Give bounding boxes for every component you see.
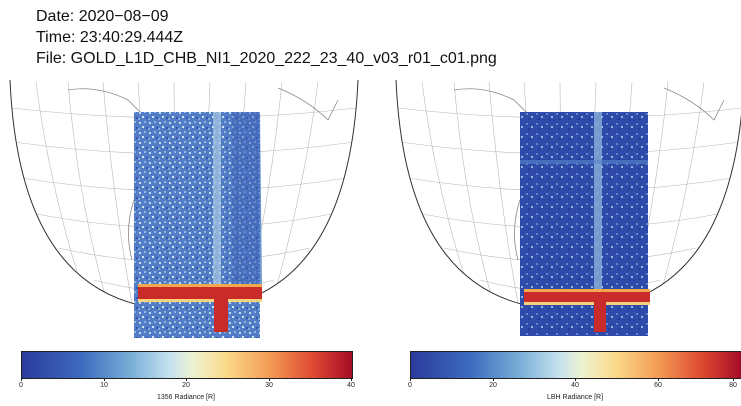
tick-label: 60 xyxy=(654,382,662,389)
radiance-swath-1356 xyxy=(134,112,262,338)
tick-label: 20 xyxy=(489,382,497,389)
panel-1356 xyxy=(8,80,360,342)
tick-mark xyxy=(493,378,494,381)
tick-mark xyxy=(269,378,270,381)
panel-lbh xyxy=(394,80,741,342)
colorbar-1356-ticks: 0 10 20 30 40 xyxy=(19,378,355,389)
radiance-swath-lbh xyxy=(520,112,650,336)
colorbar-lbh-label: LBH Radiance [R] xyxy=(546,394,604,401)
tick-mark xyxy=(410,378,411,381)
image-header: Date: 2020−08−09 Time: 23:40:29.444Z Fil… xyxy=(36,6,497,69)
colorbar-lbh xyxy=(410,351,741,379)
tick-label: 40 xyxy=(571,382,579,389)
tick-label: 20 xyxy=(182,382,190,389)
tick-mark xyxy=(351,378,352,381)
colorbar-lbh-ticks: 0 20 40 60 80 xyxy=(408,378,741,389)
tick-mark xyxy=(21,378,22,381)
tick-label: 0 xyxy=(19,382,23,389)
coastline-africa xyxy=(663,87,725,121)
colorbar-1356 xyxy=(21,351,353,379)
time-text: Time: 23:40:29.444Z xyxy=(36,29,184,46)
coastline-africa xyxy=(277,87,339,121)
date-text: Date: 2020−08−09 xyxy=(36,8,169,25)
tick-mark xyxy=(575,378,576,381)
tick-mark xyxy=(733,378,734,381)
tick-mark xyxy=(658,378,659,381)
tick-label: 80 xyxy=(729,382,737,389)
tick-mark xyxy=(104,378,105,381)
tick-label: 30 xyxy=(265,382,273,389)
globe-map-1356 xyxy=(9,80,359,338)
colorbar-1356-label: 1356 Radiance [R] xyxy=(157,394,215,401)
tick-mark xyxy=(186,378,187,381)
tick-label: 10 xyxy=(100,382,108,389)
tick-label: 0 xyxy=(408,382,412,389)
tick-label: 40 xyxy=(347,382,355,389)
file-text: File: GOLD_L1D_CHB_NI1_2020_222_23_40_v0… xyxy=(36,50,497,67)
globe-map-lbh xyxy=(395,80,741,336)
